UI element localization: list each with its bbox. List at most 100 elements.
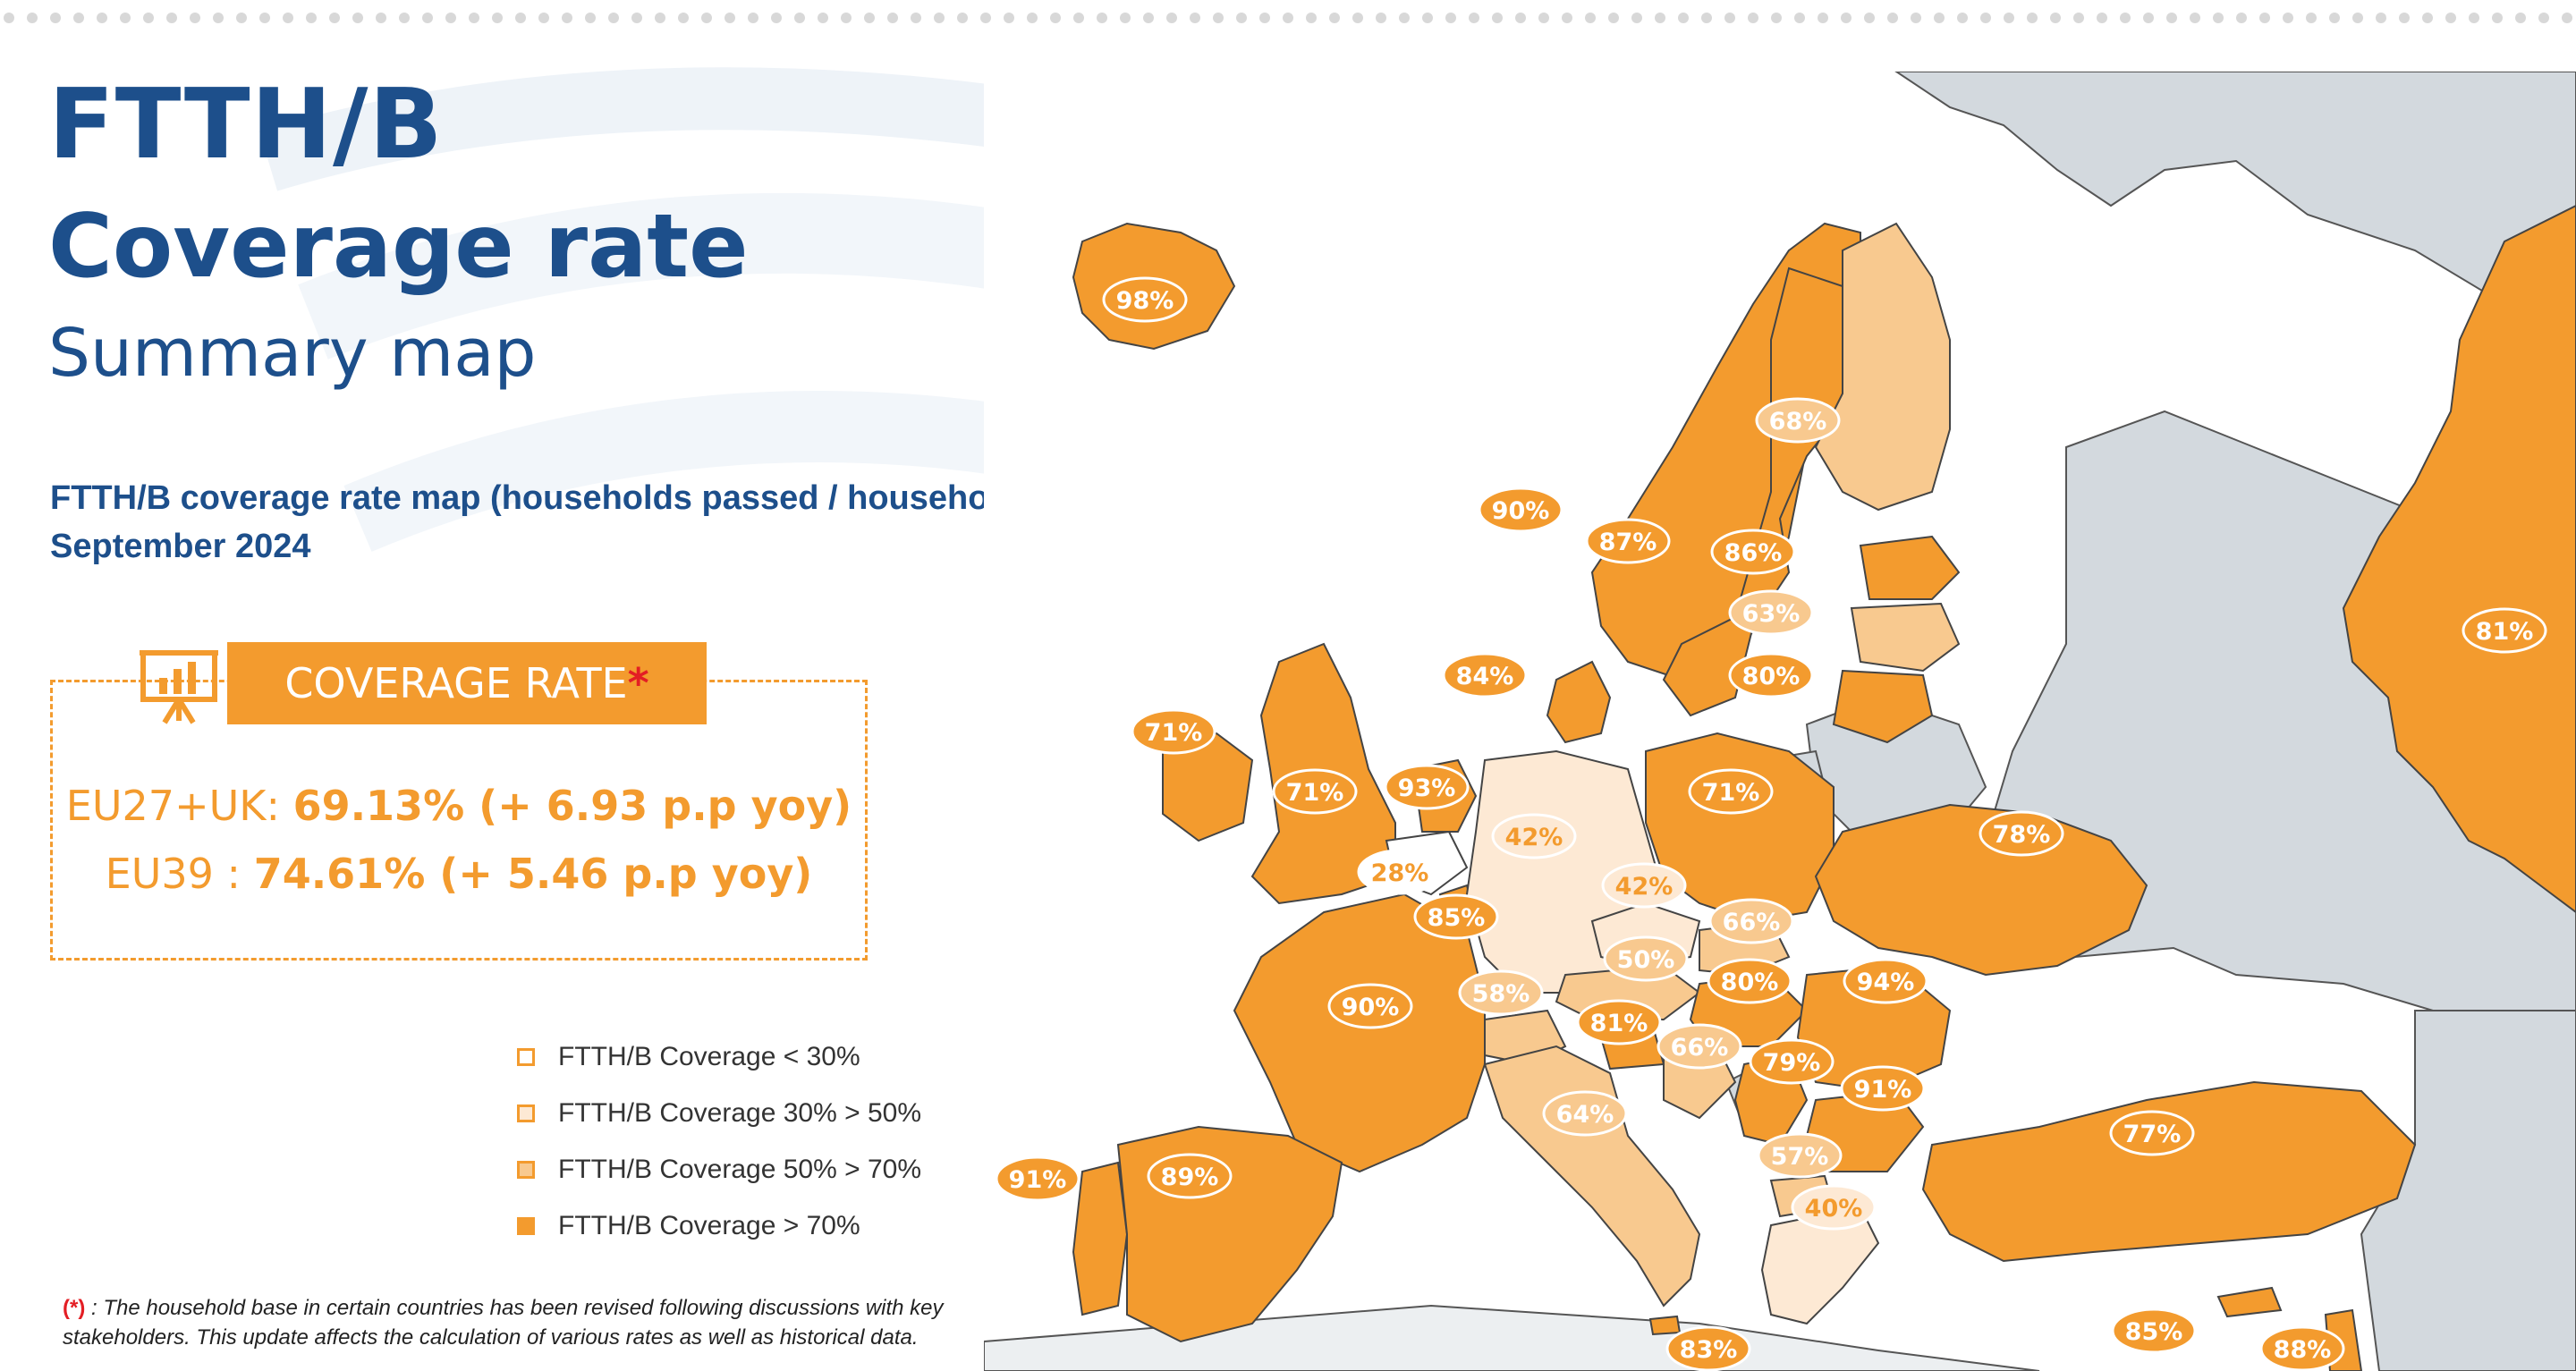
country-label-austria: 50% — [1603, 935, 1689, 982]
country-poland — [1645, 732, 1835, 923]
border-dot — [399, 13, 410, 23]
border-dot — [771, 13, 782, 23]
country-value: 66% — [1723, 909, 1781, 936]
country-label-france: 90% — [1327, 983, 1413, 1029]
border-dot — [2190, 13, 2200, 23]
dotted-border — [4, 13, 2572, 23]
country-label-uk: 71% — [1272, 768, 1358, 815]
label-bubble — [1576, 999, 1662, 1045]
label-bubble — [1728, 589, 1814, 636]
label-bubble — [1458, 969, 1544, 1016]
border-dot — [934, 13, 945, 23]
country-value: 57% — [1771, 1143, 1829, 1171]
country-value: 64% — [1556, 1101, 1614, 1129]
border-dot — [1352, 13, 1363, 23]
border-dot — [259, 13, 270, 23]
footnote-text: : The household base in certain countrie… — [85, 1296, 944, 1320]
border-dot — [1980, 13, 1991, 23]
border-dot — [562, 13, 572, 23]
border-dot — [2073, 13, 2084, 23]
border-dot — [1585, 13, 1596, 23]
country-value: 91% — [1854, 1076, 1912, 1104]
country-label-malta: 83% — [1665, 1325, 1751, 1371]
country-value: 94% — [1857, 969, 1915, 996]
border-dot — [2515, 13, 2526, 23]
country-value: 86% — [1724, 539, 1783, 567]
legend-swatch — [517, 1160, 535, 1179]
border-dot — [1701, 13, 1712, 23]
country-value: 90% — [1492, 497, 1550, 525]
country-value: 90% — [1342, 994, 1400, 1021]
border-dot — [2143, 13, 2154, 23]
border-dot — [1911, 13, 1921, 23]
country-value: 89% — [1161, 1164, 1219, 1191]
legend-item-below-30: FTTH/B Coverage < 30% — [517, 1028, 921, 1085]
country-label-luxembourg: 85% — [1413, 893, 1499, 940]
country-turkey — [1921, 1080, 2417, 1263]
border-dot — [631, 13, 642, 23]
coverage-rate-header: COVERAGE RATE* — [227, 642, 707, 724]
border-dot — [1004, 13, 1014, 23]
label-bubble — [1384, 764, 1470, 810]
eu39-label: EU39 : — [105, 850, 254, 898]
border-dot — [1957, 13, 1968, 23]
border-dot — [2004, 13, 2014, 23]
country-label-portugal: 91% — [995, 1155, 1080, 1202]
country-lithuania — [1832, 669, 1934, 744]
country-portugal — [1072, 1161, 1129, 1316]
border-dot — [2027, 13, 2038, 23]
border-dot — [1097, 13, 1107, 23]
country-value: 91% — [1009, 1166, 1067, 1194]
country-label-ireland: 71% — [1131, 708, 1216, 755]
eu39-value: 74.61% (+ 5.46 p.p yoy) — [253, 850, 813, 898]
eu27uk-rate: EU27+UK: 69.13% (+ 6.93 p.p yoy) — [50, 782, 868, 830]
border-dot — [27, 13, 38, 23]
border-dot — [1841, 13, 1852, 23]
country-malta — [1648, 1315, 1682, 1336]
label-bubble — [2111, 1308, 2197, 1354]
border-dot — [1678, 13, 1689, 23]
country-label-sweden: 87% — [1585, 518, 1671, 564]
label-bubble — [1707, 958, 1792, 1004]
border-dot — [1608, 13, 1619, 23]
border-dot — [1073, 13, 1084, 23]
country-label-latvia: 63% — [1728, 589, 1814, 636]
label-bubble — [1601, 862, 1687, 909]
presentation-chart-icon — [140, 650, 218, 724]
border-dot — [1329, 13, 1340, 23]
border-dot — [1492, 13, 1503, 23]
border-dot — [1538, 13, 1549, 23]
border-dot — [445, 13, 456, 23]
country-label-romania: 94% — [1843, 958, 1928, 1004]
label-bubble — [1688, 768, 1774, 815]
footnote-line2: stakeholders. This update affects the ca… — [63, 1325, 919, 1350]
country-italy — [1483, 1045, 1701, 1308]
label-bubble — [995, 1155, 1080, 1202]
label-bubble — [2259, 1325, 2345, 1371]
border-dot — [2329, 13, 2340, 23]
border-dot — [887, 13, 898, 23]
country-label-hungary: 80% — [1707, 958, 1792, 1004]
border-dot — [2166, 13, 2177, 23]
map-description-line2: September 2024 — [50, 528, 311, 565]
map-legend: FTTH/B Coverage < 30% FTTH/B Coverage 30… — [517, 1028, 921, 1254]
page-title-secondary: Coverage rate — [48, 196, 749, 298]
country-value: 71% — [1286, 779, 1344, 807]
border-dot — [1120, 13, 1131, 23]
border-dot — [841, 13, 852, 23]
border-dot — [1771, 13, 1782, 23]
label-bubble — [1357, 849, 1443, 895]
country-label-ukraine: 78% — [1979, 810, 2064, 857]
country-label-denmark: 84% — [1442, 652, 1528, 698]
footnote: (*) : The household base in certain coun… — [63, 1293, 1055, 1352]
legend-label: FTTH/B Coverage 30% > 50% — [558, 1097, 922, 1128]
country-value: 40% — [1805, 1195, 1863, 1223]
border-dot — [1283, 13, 1293, 23]
eu39-rate: EU39 : 74.61% (+ 5.46 p.p yoy) — [50, 850, 868, 898]
border-dot — [2259, 13, 2270, 23]
border-dot — [1562, 13, 1572, 23]
border-dot — [352, 13, 363, 23]
legend-label: FTTH/B Coverage < 30% — [558, 1041, 860, 1071]
border-dot — [2120, 13, 2131, 23]
border-dot — [724, 13, 735, 23]
